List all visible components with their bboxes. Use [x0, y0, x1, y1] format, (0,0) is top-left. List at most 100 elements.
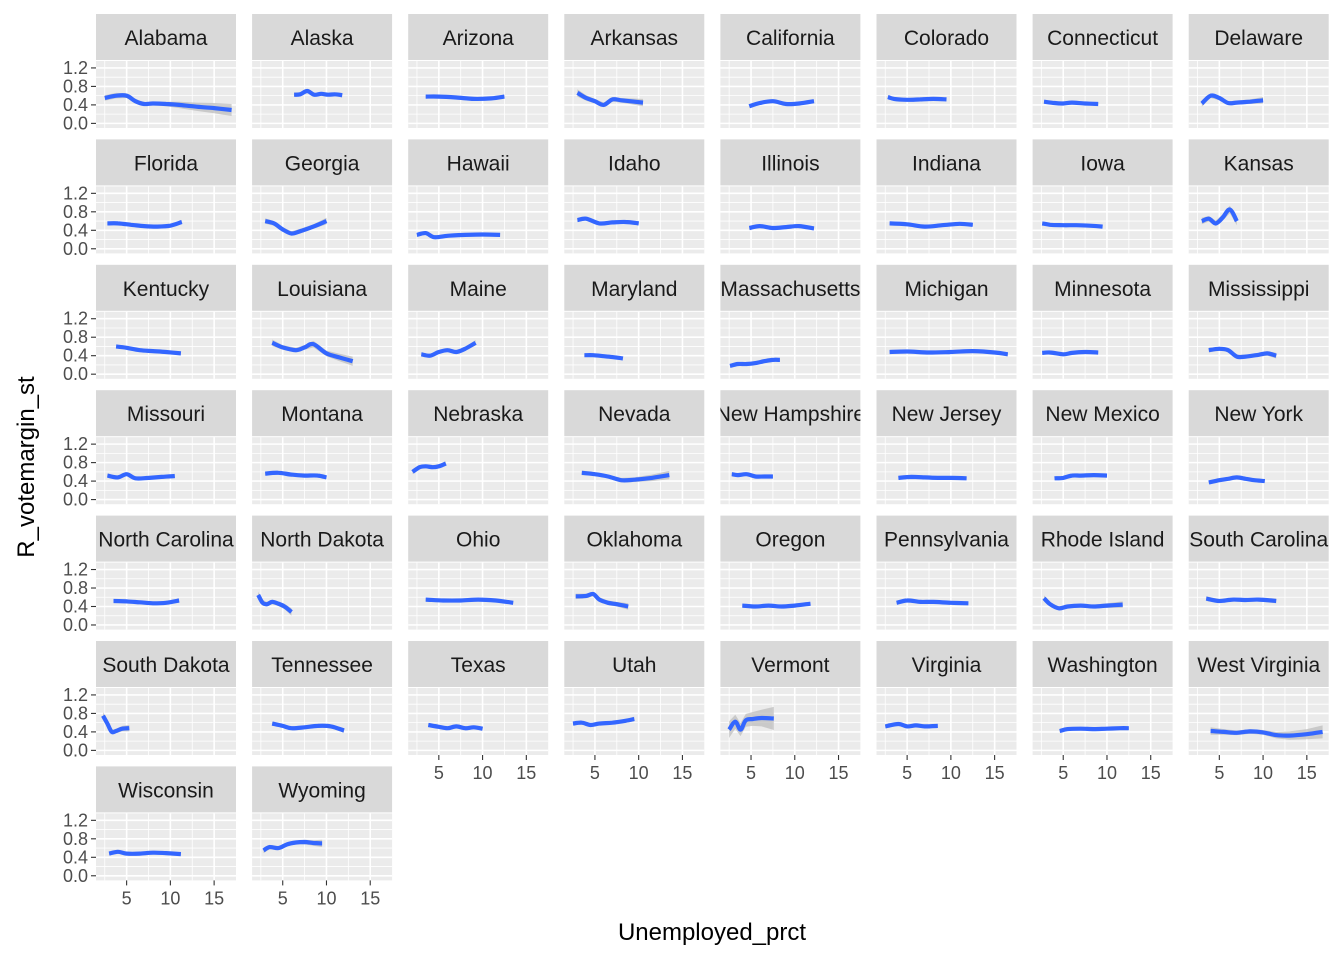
facet-strip-label: Georgia — [285, 152, 360, 175]
y-tick-label: 1.2 — [63, 434, 88, 454]
facet-strip-label: Wisconsin — [118, 779, 214, 802]
facet-strip — [720, 390, 861, 437]
smoother-line — [729, 357, 780, 368]
panel-background — [720, 688, 861, 755]
facet-panel-maine: Maine — [408, 264, 549, 379]
facet-strip — [876, 641, 1017, 687]
facet-panel-kansas: Kansas — [1188, 139, 1329, 254]
facet-strip-label: Missouri — [127, 403, 205, 426]
facet-strip — [1188, 515, 1329, 562]
smoother-line — [1200, 207, 1239, 226]
facet-strip-label: Montana — [281, 403, 363, 426]
facet-strip — [408, 264, 549, 311]
panel-background — [96, 688, 236, 755]
y-tick-label: 1.2 — [63, 58, 88, 78]
panel-background — [1032, 311, 1173, 379]
facet-strip-label: South Carolina — [1189, 529, 1328, 552]
panel-background — [252, 186, 393, 254]
facet-strip-label: New York — [1214, 403, 1303, 426]
y-tick-label: 1.2 — [63, 810, 88, 830]
smoother-line — [104, 93, 232, 113]
smoother-line — [264, 219, 328, 236]
facet-strip — [1032, 14, 1173, 60]
facet-strip — [96, 515, 236, 562]
x-tick-label: 15 — [204, 888, 224, 908]
smoother-line — [262, 839, 323, 853]
y-tick-label: 0.0 — [63, 490, 88, 510]
smoother-line — [271, 340, 354, 364]
facet-strip — [720, 264, 861, 311]
x-tick-label: 15 — [1141, 763, 1161, 783]
smoother-line — [898, 474, 967, 481]
panel-background — [876, 437, 1017, 505]
y-tick-label: 0.4 — [63, 722, 88, 742]
facet-panel-kentucky: Kentucky 0.00.40.81.2 — [63, 264, 236, 384]
facet-panel-delaware: Delaware — [1188, 14, 1329, 128]
panel-background — [252, 437, 393, 505]
smoother-line — [425, 597, 514, 605]
y-tick-label: 0.8 — [63, 829, 88, 849]
facet-strip — [720, 641, 861, 687]
facet-strip — [1032, 515, 1173, 562]
facet-strip-label: Arizona — [443, 27, 515, 50]
facet-strip-label: Illinois — [761, 152, 819, 175]
facet-strip-label: Wyoming — [278, 779, 365, 802]
x-tick-label: 5 — [902, 763, 912, 783]
facet-panel-tennessee: Tennessee — [252, 641, 393, 755]
panel-background — [408, 688, 549, 755]
panel-background — [1032, 562, 1173, 630]
x-tick-label: 10 — [160, 888, 180, 908]
x-tick-label: 10 — [629, 763, 649, 783]
panel-background — [1032, 186, 1173, 254]
smoother-line — [1200, 93, 1264, 106]
facet-panel-vermont: Vermont 5 10 15 — [720, 641, 861, 783]
smoother-line — [1059, 726, 1129, 734]
x-axis-title: Unemployed_prct — [618, 919, 806, 946]
facet-strip-label: West Virginia — [1197, 654, 1320, 677]
facet-panel-mississippi: Mississippi — [1188, 264, 1329, 379]
x-tick-label: 15 — [672, 763, 692, 783]
facet-strip-label: Kentucky — [123, 278, 210, 301]
x-tick-label: 10 — [316, 888, 336, 908]
facet-panel-pennsylvania: Pennsylvania — [876, 515, 1017, 630]
smoother-line — [748, 99, 815, 109]
facet-panel-new-york: New York — [1188, 390, 1329, 505]
facet-strip — [564, 641, 705, 687]
facet-strip-label: New Mexico — [1045, 403, 1159, 426]
x-tick-label: 10 — [473, 763, 493, 783]
facet-strip-label: Connecticut — [1047, 27, 1158, 50]
smoother-line — [584, 353, 624, 361]
facet-panel-florida: Florida 0.00.40.81.2 — [63, 139, 236, 259]
facet-panel-rhode-island: Rhode Island — [1032, 515, 1173, 630]
smoother-line — [411, 461, 447, 474]
smoother-line — [256, 593, 293, 614]
facet-panel-new-hampshire: New Hampshire — [720, 390, 861, 505]
panel-background — [564, 688, 705, 755]
facet-strip-label: Rhode Island — [1041, 529, 1165, 552]
y-tick-label: 0.8 — [63, 202, 88, 222]
panel-background — [876, 186, 1017, 254]
panel-background — [1188, 311, 1329, 379]
facet-strip — [720, 139, 861, 186]
facet-panel-maryland: Maryland — [564, 264, 705, 379]
facet-strip-label: Alaska — [291, 27, 354, 50]
x-tick-label: 10 — [1253, 763, 1273, 783]
facet-strip-label: Iowa — [1080, 152, 1125, 175]
facet-strip-label: Ohio — [456, 529, 500, 552]
facet-strip-label: Vermont — [751, 654, 829, 677]
facet-strip — [408, 641, 549, 687]
facet-panel-north-carolina: North Carolina 0.00.40.81.2 — [63, 515, 236, 635]
facet-panel-indiana: Indiana — [876, 139, 1017, 254]
smoother-line — [576, 91, 644, 108]
facet-strip-label: Nevada — [598, 403, 671, 426]
panel-background — [252, 562, 393, 630]
smoother-line — [1054, 473, 1108, 481]
smoother-line — [884, 721, 938, 729]
facet-strip — [252, 390, 393, 437]
facet-strip — [408, 515, 549, 562]
facet-panel-utah: Utah 5 10 15 — [564, 641, 705, 783]
y-tick-label: 0.8 — [63, 453, 88, 473]
panel-background — [876, 311, 1017, 379]
facet-strip — [876, 139, 1017, 186]
smoother-line — [1041, 221, 1103, 229]
